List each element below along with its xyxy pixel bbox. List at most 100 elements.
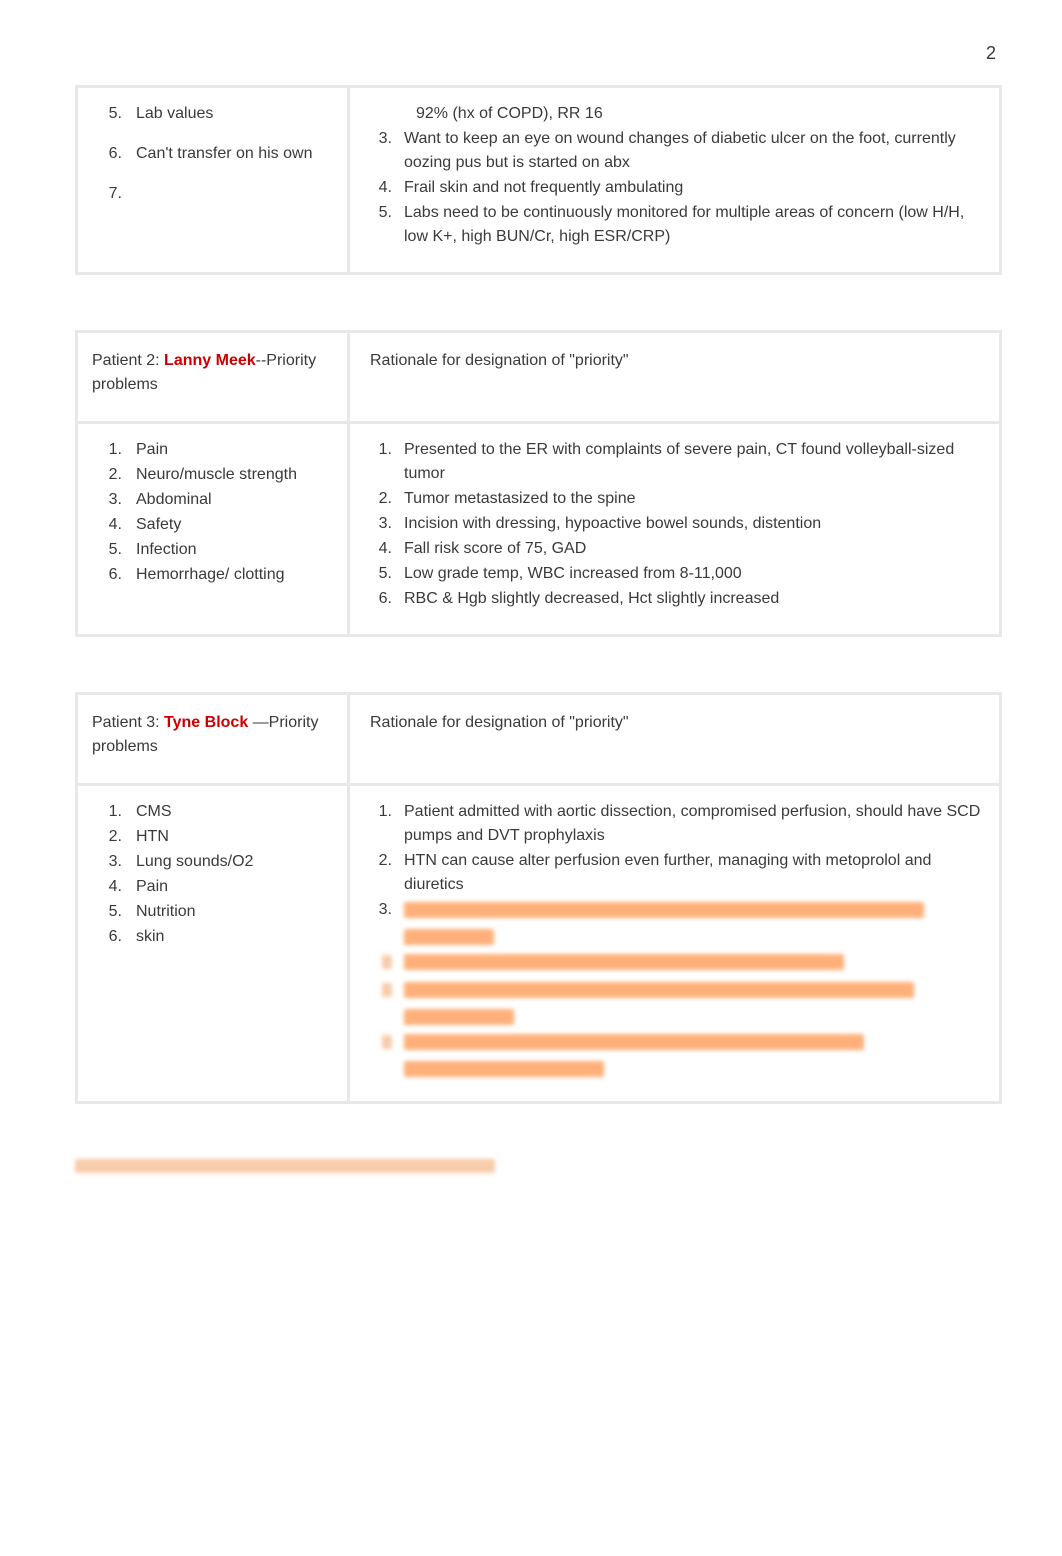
list-number: 6. bbox=[92, 563, 136, 587]
list-number: 6. bbox=[92, 142, 136, 166]
list-item: 4.Frail skin and not frequently ambulati… bbox=[370, 176, 981, 200]
list-item bbox=[370, 978, 981, 1026]
redacted-text bbox=[404, 978, 981, 1026]
redacted-text bbox=[404, 1030, 981, 1078]
panel-patient-2: Patient 2: Lanny Meek--Priority problems… bbox=[75, 330, 1002, 637]
panel2-right-cell: 1.Presented to the ER with complaints of… bbox=[350, 424, 999, 634]
list-number: 5. bbox=[92, 102, 136, 126]
list-item: 6.Hemorrhage/ clotting bbox=[92, 563, 333, 587]
list-number: 1. bbox=[370, 800, 404, 824]
list-text: Labs need to be continuously monitored f… bbox=[404, 201, 981, 249]
list-number: 4. bbox=[92, 875, 136, 899]
list-item: 3.Lung sounds/O2 bbox=[92, 850, 333, 874]
list-item: 6.RBC & Hgb slightly decreased, Hct slig… bbox=[370, 587, 981, 611]
list-number: 6. bbox=[370, 587, 404, 611]
redacted-text bbox=[404, 950, 981, 974]
list-text: skin bbox=[136, 925, 333, 949]
list-text: Lung sounds/O2 bbox=[136, 850, 333, 874]
patient3-prefix: Patient 3: bbox=[92, 714, 164, 731]
list-number: 5. bbox=[92, 538, 136, 562]
redacted-text bbox=[404, 898, 981, 946]
list-item: 3.Abdominal bbox=[92, 488, 333, 512]
list-number: 1. bbox=[92, 800, 136, 824]
list-text: HTN can cause alter perfusion even furth… bbox=[404, 849, 981, 897]
list-text: Infection bbox=[136, 538, 333, 562]
list-text: Low grade temp, WBC increased from 8-11,… bbox=[404, 562, 981, 586]
patient3-name: Tyne Block bbox=[164, 714, 248, 731]
list-item: 5.Infection bbox=[92, 538, 333, 562]
list-number: 2. bbox=[92, 463, 136, 487]
panel3-right-cell: 1.Patient admitted with aortic dissectio… bbox=[350, 786, 999, 1101]
panel2-header-left: Patient 2: Lanny Meek--Priority problems bbox=[78, 333, 350, 421]
list-number: 1. bbox=[92, 438, 136, 462]
panel-patient-1-continued: 5.Lab values6.Can't transfer on his own7… bbox=[75, 85, 1002, 275]
list-item: 5.Labs need to be continuously monitored… bbox=[370, 201, 981, 249]
list-text: RBC & Hgb slightly decreased, Hct slight… bbox=[404, 587, 981, 611]
list-text: Nutrition bbox=[136, 900, 333, 924]
list-item: 2.Tumor metastasized to the spine bbox=[370, 487, 981, 511]
list-text: HTN bbox=[136, 825, 333, 849]
list-number: 4. bbox=[370, 537, 404, 561]
list-number: 5. bbox=[92, 900, 136, 924]
panel1-right-lead: 92% (hx of COPD), RR 16 bbox=[370, 102, 981, 126]
list-text: Want to keep an eye on wound changes of … bbox=[404, 127, 981, 175]
redacted-number bbox=[370, 1030, 404, 1054]
list-number: 4. bbox=[92, 513, 136, 537]
list-item: 2.HTN bbox=[92, 825, 333, 849]
list-number: 7. bbox=[92, 182, 136, 206]
list-number: 1. bbox=[370, 438, 404, 462]
list-item: 5.Lab values bbox=[92, 102, 333, 126]
list-item: 4.Safety bbox=[92, 513, 333, 537]
list-item: 5.Low grade temp, WBC increased from 8-1… bbox=[370, 562, 981, 586]
list-number: 2. bbox=[370, 487, 404, 511]
list-item: 3.Want to keep an eye on wound changes o… bbox=[370, 127, 981, 175]
panel3-header-right: Rationale for designation of "priority" bbox=[350, 695, 999, 783]
list-item: 6.Can't transfer on his own bbox=[92, 142, 333, 166]
list-number: 5. bbox=[370, 201, 404, 225]
list-number: 3. bbox=[370, 512, 404, 536]
list-item: 6.skin bbox=[92, 925, 333, 949]
list-number: 4. bbox=[370, 176, 404, 200]
panel3-header-left: Patient 3: Tyne Block —Priority problems bbox=[78, 695, 350, 783]
list-text: Pain bbox=[136, 438, 333, 462]
panel-patient-3: Patient 3: Tyne Block —Priority problems… bbox=[75, 692, 1002, 1104]
list-item: 5.Nutrition bbox=[92, 900, 333, 924]
list-text: Pain bbox=[136, 875, 333, 899]
list-item: 4.Pain bbox=[92, 875, 333, 899]
panel2-header-right: Rationale for designation of "priority" bbox=[350, 333, 999, 421]
list-text: Safety bbox=[136, 513, 333, 537]
list-number: 3. bbox=[92, 488, 136, 512]
list-text: Hemorrhage/ clotting bbox=[136, 563, 333, 587]
list-item bbox=[370, 1030, 981, 1078]
list-number: 3. bbox=[370, 127, 404, 151]
list-text: Abdominal bbox=[136, 488, 333, 512]
list-item: 1.CMS bbox=[92, 800, 333, 824]
list-text: Presented to the ER with complaints of s… bbox=[404, 438, 981, 486]
list-number: 5. bbox=[370, 562, 404, 586]
panel3-rationale-heading: Rationale for designation of "priority" bbox=[370, 714, 629, 731]
footer-redacted-text bbox=[75, 1159, 495, 1173]
list-item: 4.Fall risk score of 75, GAD bbox=[370, 537, 981, 561]
list-item: 1.Pain bbox=[92, 438, 333, 462]
list-item: 2.HTN can cause alter perfusion even fur… bbox=[370, 849, 981, 897]
list-item: 3.Incision with dressing, hypoactive bow… bbox=[370, 512, 981, 536]
list-text: Fall risk score of 75, GAD bbox=[404, 537, 981, 561]
list-item: 1.Patient admitted with aortic dissectio… bbox=[370, 800, 981, 848]
panel2-left-cell: 1.Pain2.Neuro/muscle strength3.Abdominal… bbox=[78, 424, 350, 634]
list-text: Can't transfer on his own bbox=[136, 142, 333, 166]
list-text: Frail skin and not frequently ambulating bbox=[404, 176, 981, 200]
list-text: Tumor metastasized to the spine bbox=[404, 487, 981, 511]
redacted-number bbox=[370, 950, 404, 974]
list-text: Patient admitted with aortic dissection,… bbox=[404, 800, 981, 848]
patient2-name: Lanny Meek bbox=[164, 352, 256, 369]
redacted-number bbox=[370, 978, 404, 1002]
list-number: 2. bbox=[92, 825, 136, 849]
patient2-prefix: Patient 2: bbox=[92, 352, 164, 369]
list-number: 2. bbox=[370, 849, 404, 873]
list-number: 3. bbox=[92, 850, 136, 874]
list-text: Incision with dressing, hypoactive bowel… bbox=[404, 512, 981, 536]
panel1-left-cell: 5.Lab values6.Can't transfer on his own7… bbox=[78, 88, 350, 272]
page-number: 2 bbox=[75, 40, 1002, 67]
list-number: 3. bbox=[370, 898, 404, 922]
list-number: 6. bbox=[92, 925, 136, 949]
